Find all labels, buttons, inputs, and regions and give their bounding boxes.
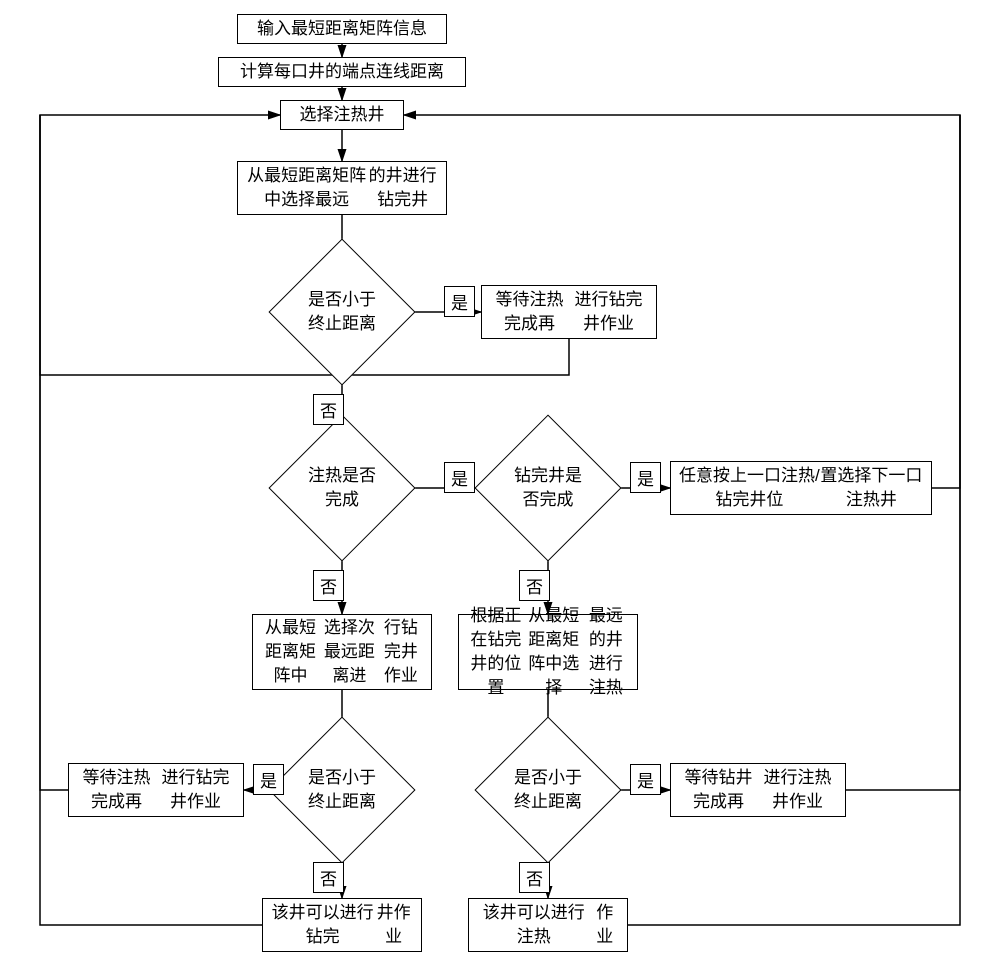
edge-label-l_d1_yes: 是 xyxy=(444,286,475,317)
edge-label-l_d4_no: 否 xyxy=(313,862,344,893)
flow-decision-d2: 注热是否完成 xyxy=(290,436,394,540)
edge-label-l_d2_no: 否 xyxy=(313,570,344,601)
edge-label-l_d3_no: 否 xyxy=(519,570,550,601)
flow-node-n9: 等待注热完成再进行钻完井作业 xyxy=(68,763,244,817)
flow-node-n3: 选择注热井 xyxy=(280,100,404,130)
flow-decision-d4: 是否小于终止距离 xyxy=(290,738,394,842)
edge-label-l_d5_no: 否 xyxy=(519,862,550,893)
flow-node-n1: 输入最短距离矩阵信息 xyxy=(237,14,447,44)
flow-decision-d1: 是否小于终止距离 xyxy=(290,260,394,364)
flow-node-n12: 该井可以进行注热作业 xyxy=(468,898,628,952)
flow-decision-d3: 钻完井是否完成 xyxy=(496,436,600,540)
flow-decision-d5: 是否小于终止距离 xyxy=(496,738,600,842)
edge-label-l_d3_yes: 是 xyxy=(630,462,661,493)
flow-node-n4: 从最短距离矩阵中选择最远的井进行钻完井 xyxy=(237,161,447,215)
flow-node-n8: 根据正在钻完井的位置从最短距离矩阵中选择最远的井进行注热 xyxy=(458,614,638,690)
edge-label-l_d1_no: 否 xyxy=(313,394,344,425)
flow-node-n10: 等待钻井完成再进行注热井作业 xyxy=(670,763,846,817)
flow-node-n7: 从最短距离矩阵中选择次最远距离进行钻完井作业 xyxy=(252,614,432,690)
edge-label-l_d4_yes: 是 xyxy=(253,764,284,795)
flow-node-n6: 任意按上一口注热/钻完井位置选择下一口注热井 xyxy=(670,461,932,515)
edge-label-l_d5_yes: 是 xyxy=(630,764,661,795)
flow-node-n2: 计算每口井的端点连线距离 xyxy=(218,57,466,87)
flow-node-n5: 等待注热完成再进行钻完井作业 xyxy=(481,285,657,339)
edge-label-l_d2_yes: 是 xyxy=(444,462,475,493)
flow-node-n11: 该井可以进行钻完井作业 xyxy=(262,898,422,952)
